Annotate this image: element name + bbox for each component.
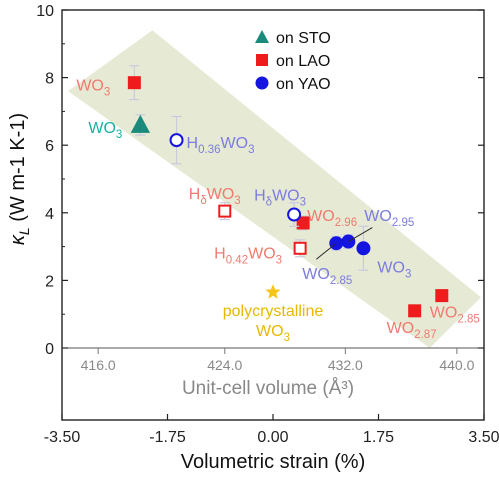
data-point [293,241,307,255]
y-tick-label: 2 [45,273,54,290]
secondary-axis-group: 416.0 424.0 432.0 440.0 Unit-cell volume (Å³… [62,347,484,399]
legend-marker-circle [255,76,269,90]
data-point [356,241,371,256]
y-tick-label: 8 [45,71,54,88]
data-label: HδWO3 [254,187,306,208]
data-point [130,114,151,133]
data-label: WO2.87 [387,320,437,341]
legend-marker-triangle [255,30,269,43]
x-tick-label: 3.50 [468,429,499,446]
x-tick-label: 0.00 [257,429,288,446]
data-label: H0.36WO3 [187,135,255,156]
data-label: WO3 [76,78,110,99]
x-tick-label: 1.75 [363,429,394,446]
y-tick-label: 4 [45,206,54,223]
data-point [287,207,302,222]
data-label: H0.42WO3 [214,245,282,266]
data-point [218,204,232,218]
polycrystalline-label: polycrystalline [223,303,324,320]
data-point [408,304,422,318]
x-tick-label: -3.50 [44,429,81,446]
x2-tick-label: 440.0 [439,357,474,373]
polycrystalline-star [265,284,281,299]
x2-axis-label: Unit-cell volume (Å³) [182,378,354,399]
data-label: HδWO3 [189,186,241,207]
trend-band [68,30,481,349]
leader-line [348,227,373,242]
data-label: WO3 [377,259,411,280]
x2-tick-label: 416.0 [81,357,116,373]
x2-tick-label: 432.0 [328,357,363,373]
series-on-yao: H0.36WO3 HδWO3 WO2.95 WO3 [169,115,414,280]
polycrystalline-label-formula: WO3 [256,323,290,344]
legend-label: on STO [276,30,331,47]
x2-tick-label: 424.0 [207,357,242,373]
x-tick-label: -1.75 [149,429,186,446]
x-axis-label: Volumetric strain (%) [181,451,366,473]
y-tick-label: 0 [45,341,54,358]
series-on-sto: WO3 [88,114,151,141]
legend-label: on LAO [276,53,330,70]
data-label: WO3 [88,120,122,141]
data-label: WO2.85 [430,305,480,326]
data-point [435,289,449,303]
data-point [296,216,310,230]
data-label: WO2.96 [307,208,357,229]
data-point [127,76,141,90]
y-tick-label: 10 [36,3,54,20]
legend-marker-square [256,54,268,66]
data-label: WO2.85 [302,266,352,287]
legend-label: on YAO [276,76,331,93]
data-point [169,133,184,148]
y-axis-label: κL (W m-1 K-1) [7,113,32,245]
leader-line [315,242,337,260]
data-label: WO2.95 [364,208,414,229]
y-tick-label: 6 [45,138,54,155]
legend: on STO on LAO on YAO [255,30,331,93]
